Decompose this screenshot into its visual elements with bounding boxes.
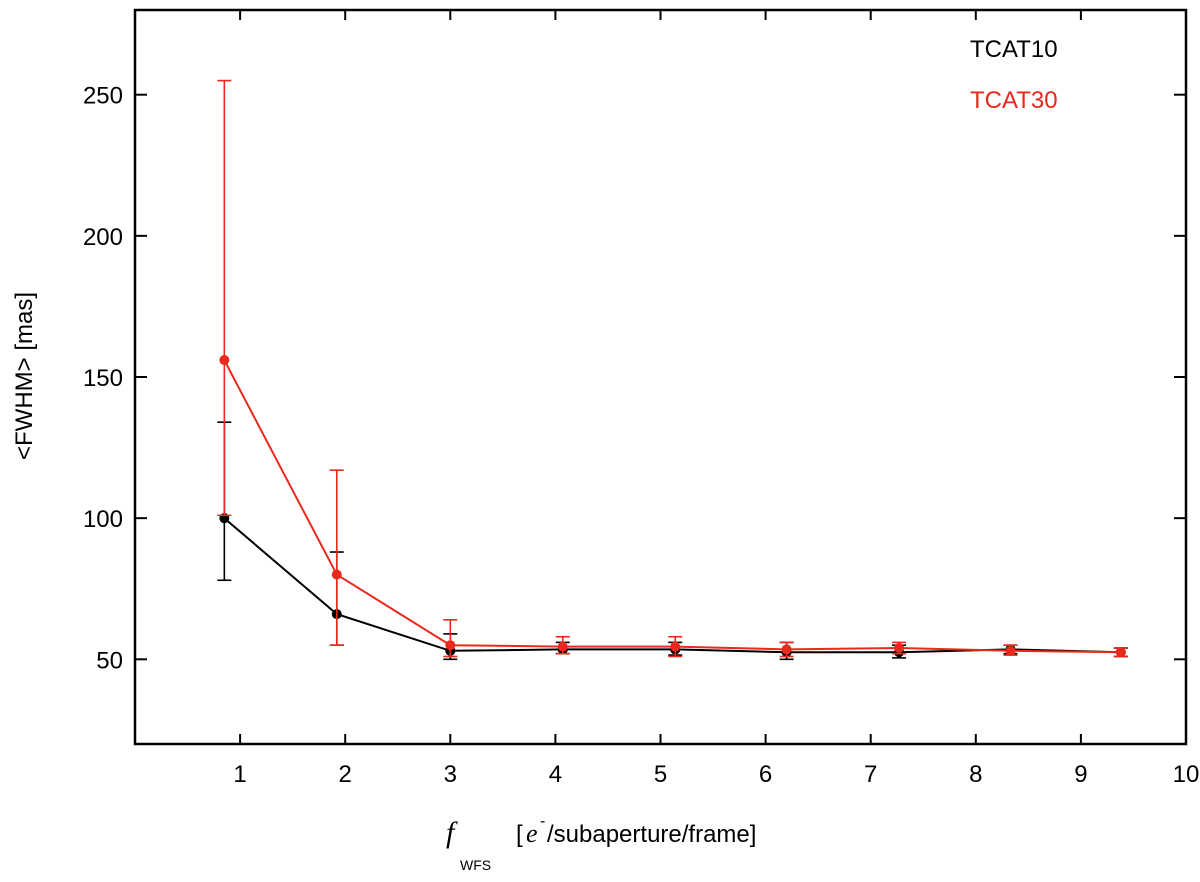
x-tick-label: 5	[654, 761, 667, 788]
data-point	[1115, 647, 1126, 658]
x-axis-label: f WFS [ e - /subaperture/frame]	[446, 813, 756, 873]
legend-entry-tcat10: TCAT10	[970, 36, 1058, 63]
x-tick-label: 3	[444, 761, 457, 788]
x-axis-label-superscript: -	[540, 813, 545, 830]
x-tick-label: 10	[1173, 761, 1200, 788]
x-tick-label: 7	[864, 761, 877, 788]
data-point	[1005, 645, 1016, 656]
data-point	[331, 569, 342, 580]
legend-entry-tcat30: TCAT30	[970, 87, 1058, 114]
data-point	[557, 641, 568, 652]
x-axis-label-bracket: [	[516, 821, 523, 848]
x-tick-label: 9	[1074, 761, 1087, 788]
data-point	[219, 355, 230, 366]
series-layer	[217, 79, 1128, 661]
y-tick-label: 150	[83, 365, 123, 392]
plot-frame	[133, 8, 1188, 746]
x-tick-label: 6	[759, 761, 772, 788]
series-line	[223, 359, 1121, 654]
x-axis-label-electron: e	[526, 819, 538, 848]
x-tick-label: 4	[549, 761, 562, 788]
x-axis-label-unit: /subaperture/frame]	[547, 821, 756, 848]
x-tick-label: 1	[233, 761, 246, 788]
x-tick-label: 8	[969, 761, 982, 788]
y-tick-label: 250	[83, 83, 123, 110]
data-point	[781, 644, 792, 655]
x-axis-label-subscript: WFS	[460, 857, 491, 873]
x-axis-label-symbol: f	[446, 816, 458, 849]
y-axis-label: <FWHM> [mas]	[11, 292, 38, 460]
y-tick-label: 50	[96, 647, 123, 674]
y-tick-label: 200	[83, 224, 123, 251]
data-point	[445, 640, 456, 651]
series-line	[223, 517, 1121, 654]
data-point	[894, 643, 905, 654]
data-point	[670, 641, 681, 652]
x-tick-label: 2	[339, 761, 352, 788]
y-tick-label: 100	[83, 506, 123, 533]
series-tcat30	[217, 79, 1128, 658]
axes-layer: 1 2 3 4 5 6 7 8 9 10 50 100 150 200 250	[83, 8, 1200, 788]
series-tcat10	[217, 421, 1128, 661]
